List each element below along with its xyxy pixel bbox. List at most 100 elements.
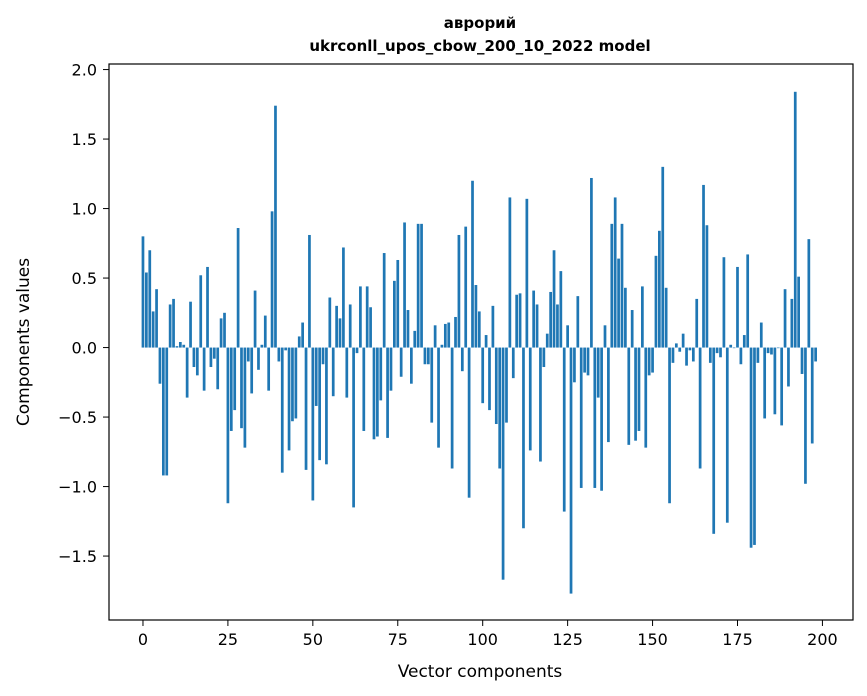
y-tick-label: 1.0 — [72, 200, 97, 219]
bar-156 — [671, 347, 675, 363]
bar-119 — [545, 333, 549, 348]
x-tick-label: 150 — [637, 630, 668, 649]
bar-24 — [223, 312, 226, 348]
bar-162 — [691, 347, 695, 362]
bar-182 — [759, 322, 763, 348]
bar-196 — [807, 239, 811, 348]
x-tick-label: 75 — [388, 630, 408, 649]
bar-56 — [331, 347, 335, 397]
bar-72 — [386, 347, 389, 438]
y-tick-label: 1.5 — [72, 130, 97, 149]
y-tick-label: −1.0 — [58, 478, 97, 497]
bar-195 — [804, 347, 807, 484]
x-tick-label: 100 — [467, 630, 498, 649]
bar-65 — [362, 347, 366, 431]
bar-168 — [712, 347, 716, 534]
bar-15 — [192, 347, 196, 368]
bar-88 — [440, 344, 444, 348]
bar-17 — [199, 275, 203, 348]
bar-114 — [528, 347, 532, 451]
bar-99 — [477, 311, 481, 348]
bar-161 — [688, 347, 692, 351]
bar-175 — [736, 266, 739, 348]
bar-50 — [311, 347, 315, 501]
bar-39 — [274, 105, 277, 348]
bar-70 — [379, 347, 383, 401]
bar-32 — [250, 347, 254, 394]
bar-5 — [158, 347, 162, 384]
bar-89 — [443, 323, 447, 348]
bar-105 — [498, 347, 502, 469]
bar-66 — [365, 286, 369, 348]
bar-145 — [634, 347, 637, 441]
bar-146 — [637, 347, 641, 431]
x-tick-label: 0 — [138, 630, 148, 649]
bar-37 — [267, 347, 271, 391]
bar-78 — [406, 310, 410, 348]
bar-69 — [376, 347, 379, 437]
bar-163 — [695, 298, 699, 348]
bar-47 — [301, 322, 304, 348]
bar-181 — [756, 347, 760, 363]
y-axis-ticks: −1.5 −1.0 −0.5 0.0 0.5 1.0 1.5 2.0 — [58, 61, 109, 566]
bar-135 — [600, 347, 603, 491]
bar-20 — [209, 347, 213, 368]
bar-61 — [348, 304, 352, 348]
bar-132 — [590, 177, 593, 348]
bar-29 — [240, 347, 243, 429]
bar-51 — [314, 347, 318, 406]
bar-191 — [790, 298, 794, 348]
bar-21 — [212, 347, 216, 359]
bar-148 — [644, 347, 648, 448]
bar-68 — [372, 347, 376, 440]
bar-83 — [423, 347, 427, 365]
bar-41 — [280, 347, 284, 473]
x-tick-label: 200 — [807, 630, 838, 649]
chart-title-line2: ukrconll_upos_cbow_200_10_2022 model — [309, 37, 650, 55]
bar-133 — [593, 347, 597, 488]
bar-122 — [556, 304, 559, 348]
bar-183 — [763, 347, 767, 419]
bar-126 — [569, 347, 573, 594]
bar-76 — [399, 347, 403, 377]
bar-46 — [297, 336, 301, 348]
bar-77 — [403, 222, 406, 348]
bar-95 — [464, 226, 468, 348]
bar-164 — [698, 347, 702, 469]
bar-9 — [172, 298, 175, 348]
bar-118 — [542, 347, 546, 368]
bar-36 — [263, 315, 267, 348]
bar-197 — [810, 347, 814, 444]
bar-170 — [719, 347, 722, 358]
bar-52 — [318, 347, 321, 461]
bar-144 — [630, 310, 634, 348]
x-tick-label: 175 — [722, 630, 753, 649]
y-tick-label: 0.0 — [72, 339, 97, 358]
bar-178 — [746, 254, 750, 348]
bar-23 — [219, 318, 223, 348]
bar-27 — [233, 347, 237, 411]
bar-112 — [522, 347, 525, 529]
bar-116 — [535, 304, 539, 348]
bar-33 — [253, 290, 257, 348]
bar-90 — [447, 322, 451, 348]
y-tick-label: 0.5 — [72, 269, 97, 288]
bar-117 — [539, 347, 542, 462]
bar-141 — [620, 223, 624, 348]
y-axis-label: Components values — [14, 258, 34, 426]
y-tick-label: 2.0 — [72, 61, 97, 80]
bar-128 — [576, 296, 580, 348]
bar-180 — [753, 347, 756, 545]
bar-110 — [515, 294, 519, 348]
bar-98 — [474, 285, 478, 348]
bar-102 — [488, 347, 491, 411]
bar-193 — [797, 276, 800, 348]
bar-101 — [484, 335, 488, 348]
bar-136 — [603, 325, 607, 348]
bar-139 — [613, 197, 617, 348]
bar-127 — [573, 347, 576, 383]
bar-189 — [783, 289, 787, 348]
bar-190 — [787, 347, 790, 387]
bar-60 — [345, 347, 349, 398]
